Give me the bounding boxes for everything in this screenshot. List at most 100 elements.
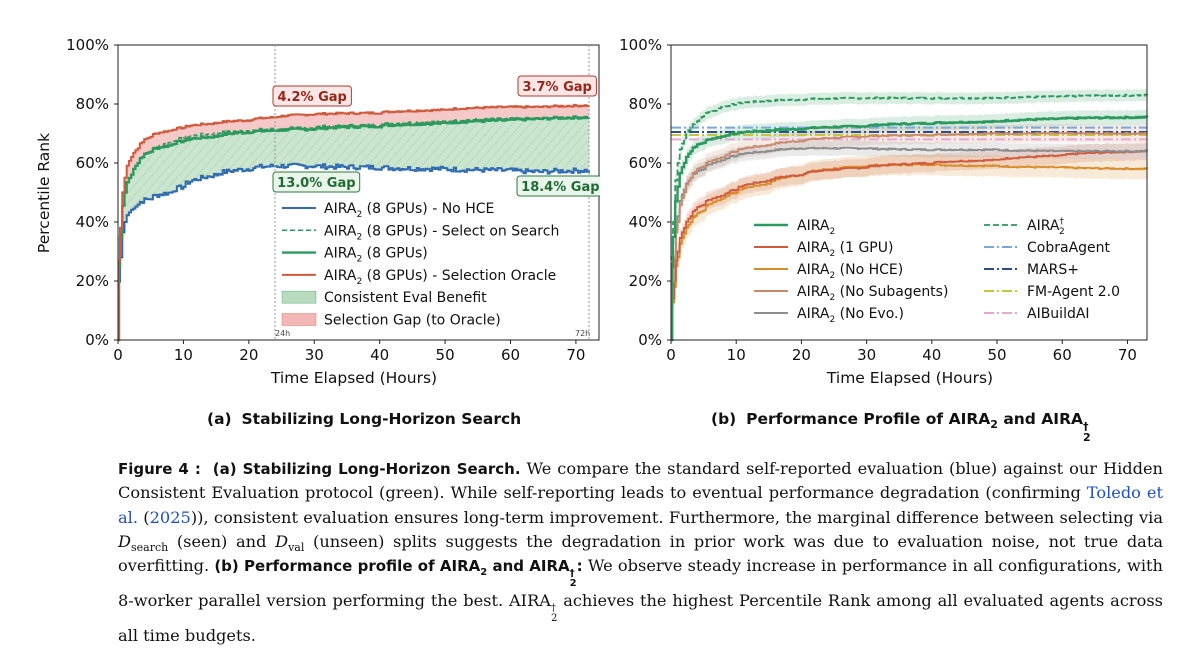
hatch-line — [118, 116, 259, 340]
y-tick-label: 60% — [629, 154, 662, 172]
legend-label: AIRA2 (8 GPUs) - Select on Search — [324, 223, 559, 242]
x-tick-label: 0 — [666, 346, 676, 364]
chart-panel-b: Time Elapsed (Hours) 0 10 20 30 40 50 60 70 0% 20… — [619, 36, 1149, 387]
x-tick-label: 50 — [987, 346, 1006, 364]
legend-label: AIRA2 (No HCE) — [797, 262, 903, 281]
x-tick-label: 70 — [566, 346, 585, 364]
x-tick-label: 0 — [113, 346, 123, 364]
hatch-line — [118, 116, 268, 340]
y-tick-label: 20% — [629, 272, 662, 290]
subtitle-a: (a) Stabilizing Long-Horizon Search — [207, 410, 521, 428]
caption-aira-sub: 2 — [550, 613, 558, 625]
gap-badge-label: 13.0% Gap — [277, 176, 355, 191]
caption-b-sup: † — [569, 568, 575, 580]
legend-label: MARS+ — [1027, 262, 1079, 278]
series-band — [671, 88, 1147, 340]
y-tick-label: 100% — [66, 36, 109, 54]
series-band — [671, 153, 1147, 340]
d-search-subscript: search — [130, 541, 169, 555]
x-tick-label: 60 — [501, 346, 520, 364]
caption-aira: AIRA — [508, 591, 551, 611]
series-band — [671, 141, 1147, 340]
legend-label: AIRA† 2 — [1027, 217, 1065, 237]
legend-label: AIRA2 (No Subagents) — [797, 284, 948, 303]
x-axis-label-b: Time Elapsed (Hours) — [826, 369, 993, 387]
y-tick-label: 80% — [76, 95, 109, 113]
legend-swatch — [281, 313, 317, 326]
y-tick-label: 100% — [619, 36, 662, 54]
x-tick-label: 10 — [174, 346, 193, 364]
series-line — [671, 146, 1148, 341]
caption-text-2: )), consistent evaluation ensures long-t… — [190, 507, 1163, 527]
y-tick-label: 40% — [76, 213, 109, 231]
legend-label: AIRA2 (No Evo.) — [797, 306, 904, 325]
caption-b-sub: 2 — [480, 567, 488, 579]
x-tick-label: 60 — [1053, 346, 1072, 364]
legend-label: Selection Gap (to Oracle) — [324, 313, 501, 329]
gap-badge — [272, 85, 352, 107]
caption-cite-open: ( — [137, 507, 150, 527]
caption-text-5: We observe steady increase in performanc… — [118, 556, 1163, 611]
subtitle-b: (b) Performance Profile of AIRA2 and AIR… — [711, 410, 1091, 443]
citation-link-name[interactable]: Toledo et al. — [118, 483, 1163, 527]
legend-label: Consistent Eval Benefit — [324, 290, 487, 306]
gap-badge — [516, 175, 600, 197]
series-band — [671, 109, 1147, 341]
series-band — [671, 140, 1147, 340]
y-axis-label-a: Percentile Rank — [35, 133, 53, 253]
hatch-line — [0, 45, 114, 340]
y-tick-label: 0% — [85, 331, 109, 349]
caption-text-1: We compare the standard self-reported ev… — [118, 459, 1163, 503]
subtitle-b-text: Performance Profile of AIRA — [746, 410, 991, 428]
vline-label: 24h — [275, 329, 290, 338]
series-no-hce-line — [118, 162, 590, 341]
subtitle-b-sub2: 2 — [1083, 431, 1091, 444]
caption-text-6: achieves the highest Percentile Rank amo… — [118, 591, 1163, 646]
caption-text-3: (seen) and — [168, 531, 276, 551]
legend-label: AIBuildAI — [1027, 306, 1090, 322]
subtitle-b-sup: † — [1083, 420, 1089, 433]
series-line — [670, 115, 1149, 342]
caption-aira-sup: † — [550, 603, 556, 615]
legend-label: AIRA2 — [797, 218, 835, 237]
hatch-line — [118, 116, 214, 340]
gap-badge-label: 18.4% Gap — [521, 180, 599, 195]
caption-b-colon: : — [576, 557, 583, 576]
caption-b-and: and AIRA — [487, 557, 570, 576]
hatch-line — [118, 116, 133, 340]
x-axis-label-a: Time Elapsed (Hours) — [270, 369, 437, 387]
d-search-symbol: D — [118, 531, 131, 551]
subtitle-b-and: and AIRA — [997, 410, 1083, 428]
figure-caption: Figure 4 : (a) Stabilizing Long-Horizon … — [118, 457, 1163, 648]
legend-label: AIRA2 (1 GPU) — [797, 240, 893, 259]
caption-figure-label: Figure 4 : — [118, 460, 201, 478]
hatch-line — [118, 116, 286, 340]
caption-text-4: (unseen) splits suggests the degradation… — [118, 531, 1163, 576]
x-tick-label: 40 — [922, 346, 941, 364]
y-tick-label: 0% — [638, 331, 662, 349]
x-tick-label: 50 — [436, 346, 455, 364]
hatch-line — [118, 116, 124, 340]
series-line — [671, 131, 1148, 341]
citation-link-year[interactable]: 2025 — [149, 507, 191, 527]
subtitle-b-sub: 2 — [990, 418, 998, 432]
vline-label: 72h — [575, 329, 590, 338]
series-oracle-line — [118, 103, 590, 341]
gap-badge-label: 4.2% Gap — [278, 90, 347, 105]
x-tick-label: 30 — [305, 346, 324, 364]
caption-b-sub2: 2 — [569, 578, 577, 590]
series-line — [671, 149, 1148, 341]
x-tick-label: 30 — [857, 346, 876, 364]
gap-badge-label: 3.7% Gap — [523, 80, 592, 95]
caption-a-label: (a) Stabilizing Long-Horizon Search. — [212, 460, 521, 478]
legend-label: AIRA2 (8 GPUs) - No HCE — [324, 201, 494, 220]
plot-frame-b — [670, 44, 1148, 341]
y-tick-label: 80% — [629, 95, 662, 113]
series-8gpu-line — [117, 115, 591, 342]
x-tick-label: 10 — [727, 346, 746, 364]
subtitle-a-text: Stabilizing Long-Horizon Search — [241, 410, 522, 428]
legend-label: AIRA2 (8 GPUs) - Selection Oracle — [324, 268, 556, 287]
x-tick-label: 70 — [1118, 346, 1137, 364]
caption-b-label: (b) Performance profile of AIRA — [214, 557, 481, 576]
subtitle-b-prefix: (b) — [711, 410, 737, 428]
